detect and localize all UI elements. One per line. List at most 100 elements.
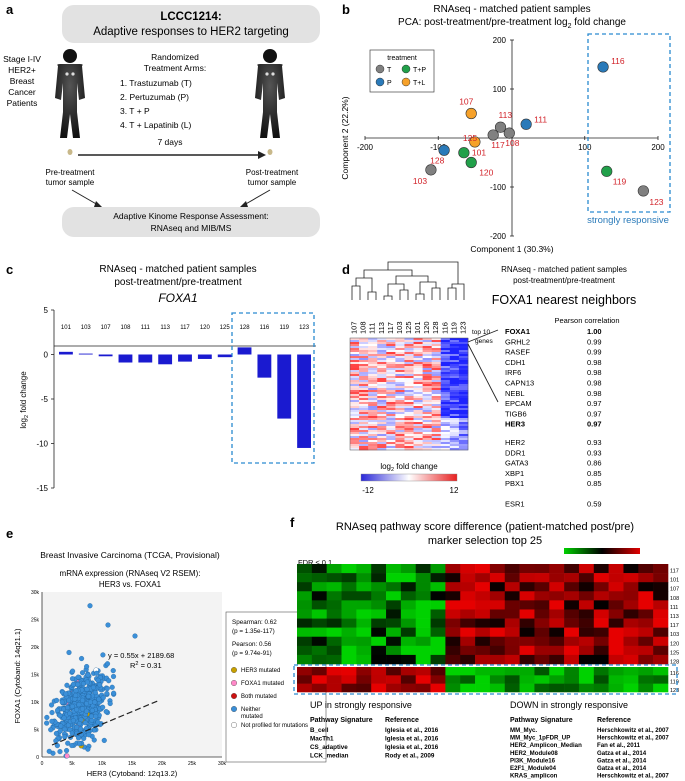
pathway-strongly-responsive-box — [293, 664, 678, 695]
pathway-cell — [415, 618, 431, 628]
heatmap-cell — [395, 426, 405, 429]
scatter-point — [84, 679, 90, 685]
pathway-cell — [593, 627, 609, 638]
heatmap-cell — [395, 358, 405, 361]
heatmap-cell — [368, 440, 378, 443]
heatmap-cell — [404, 364, 414, 367]
pathway-cell — [638, 645, 654, 656]
pathway-cell — [564, 654, 580, 665]
pathway-cell — [430, 645, 446, 656]
heatmap-column-label: 107 — [350, 321, 359, 334]
heatmap-cell — [431, 370, 442, 373]
pathway-cell — [504, 645, 520, 656]
heatmap-cell — [422, 358, 432, 361]
pathway-cell — [311, 564, 327, 574]
pathway-cell — [489, 609, 506, 619]
panel-letter-e: e — [6, 526, 13, 541]
heatmap-cell — [449, 360, 460, 363]
heatmap-cell — [377, 356, 387, 359]
heatmap-cell — [440, 400, 451, 403]
scatter-subtitle-1: mRNA expression (RNAseq V2 RSEM): — [60, 569, 201, 578]
pca-title-line1: RNAseq - matched patient samples — [433, 4, 590, 15]
bar — [178, 354, 192, 362]
heatmap-cell — [458, 362, 469, 365]
heatmap-cell — [404, 382, 414, 385]
heatmap-cell — [377, 416, 387, 419]
heatmap-cell — [350, 426, 360, 429]
pathway-cell — [623, 683, 639, 693]
heatmap-cell — [359, 374, 369, 377]
pathway-cell — [653, 600, 669, 610]
scatter-point — [110, 673, 117, 680]
heatmap-cell — [395, 442, 405, 445]
heatmap-cell — [449, 406, 460, 409]
pathway-row-label: 101 — [670, 578, 679, 584]
strongly-responsive-label: strongly responsive — [587, 215, 669, 226]
heatmap-cell — [458, 372, 469, 375]
heatmap-cell — [449, 420, 460, 423]
heatmap-cell — [404, 400, 414, 403]
pathway-cell — [445, 618, 461, 628]
heatmap-cell — [377, 446, 387, 449]
heatmap-cell — [404, 432, 414, 435]
pathway-cell — [311, 627, 327, 638]
pathway-cell — [653, 683, 669, 693]
heatmap-cell — [440, 448, 451, 451]
pathway-cell — [475, 582, 491, 592]
legend-label-t: T — [387, 67, 392, 74]
pathway-row-label: 113 — [670, 614, 679, 620]
heatmap-cell — [458, 366, 469, 369]
heatmap-cell — [431, 372, 442, 375]
heatmap-cell — [449, 354, 460, 357]
heatmap-cell — [359, 350, 369, 353]
heatmap-cell — [395, 440, 405, 443]
heatmap-cell — [395, 362, 405, 365]
pathway-cell — [415, 564, 431, 574]
pathway-cell — [311, 683, 327, 693]
heatmap-cell — [449, 394, 460, 397]
heatmap-cell — [413, 338, 423, 341]
heatmap-cell — [395, 378, 405, 381]
neighbor-gene: CDH1 — [505, 358, 525, 367]
heatmap-column-label: 111 — [368, 323, 377, 334]
heatmap-cell — [458, 396, 469, 399]
pathway-cell — [311, 654, 327, 665]
heatmap-cell — [449, 432, 460, 435]
pathway-cell — [371, 683, 387, 693]
heatmap-cell — [368, 364, 378, 367]
heatmap-cell — [440, 338, 451, 341]
heatmap-cell — [449, 396, 460, 399]
heatmap-cell — [350, 402, 360, 405]
scatter-point — [103, 709, 109, 715]
scatter-point — [49, 710, 55, 716]
heatmap-cell — [431, 352, 442, 355]
heatmap-cell — [377, 420, 387, 423]
heatmap-cell — [422, 354, 432, 357]
svg-text:Pearson: 0.56: Pearson: 0.56 — [232, 641, 272, 648]
pathway-cell — [445, 636, 461, 647]
heatmap-color-scale — [360, 473, 458, 482]
heatmap-cell — [350, 388, 360, 391]
heatmap-cell — [440, 354, 451, 357]
pearson-header: Pearson correlation — [554, 316, 619, 325]
scatter-xtick-label: 5k — [69, 761, 75, 767]
heatmap-cell — [404, 426, 414, 429]
pathway-cell — [578, 582, 595, 592]
pca-point-label: 128 — [430, 155, 444, 165]
heatmap-cell — [350, 354, 360, 357]
heatmap-cell — [404, 362, 414, 365]
heatmap-cell — [359, 356, 369, 359]
pathway-cell — [489, 600, 506, 610]
pathway-cell — [534, 645, 550, 656]
heatmap-cell — [368, 430, 378, 433]
pca-ytick-label: 200 — [493, 36, 507, 45]
heatmap-scale-label: log2 fold change — [380, 462, 438, 473]
pathway-cell — [504, 627, 520, 638]
pathway-cell — [519, 582, 535, 592]
pathway-cell — [430, 573, 446, 583]
heatmap-cell — [395, 374, 405, 377]
pca-point-label: 125 — [463, 133, 477, 143]
pathway-cell — [311, 618, 327, 628]
pathway-cell — [400, 600, 417, 610]
heatmap-cell — [440, 428, 451, 431]
